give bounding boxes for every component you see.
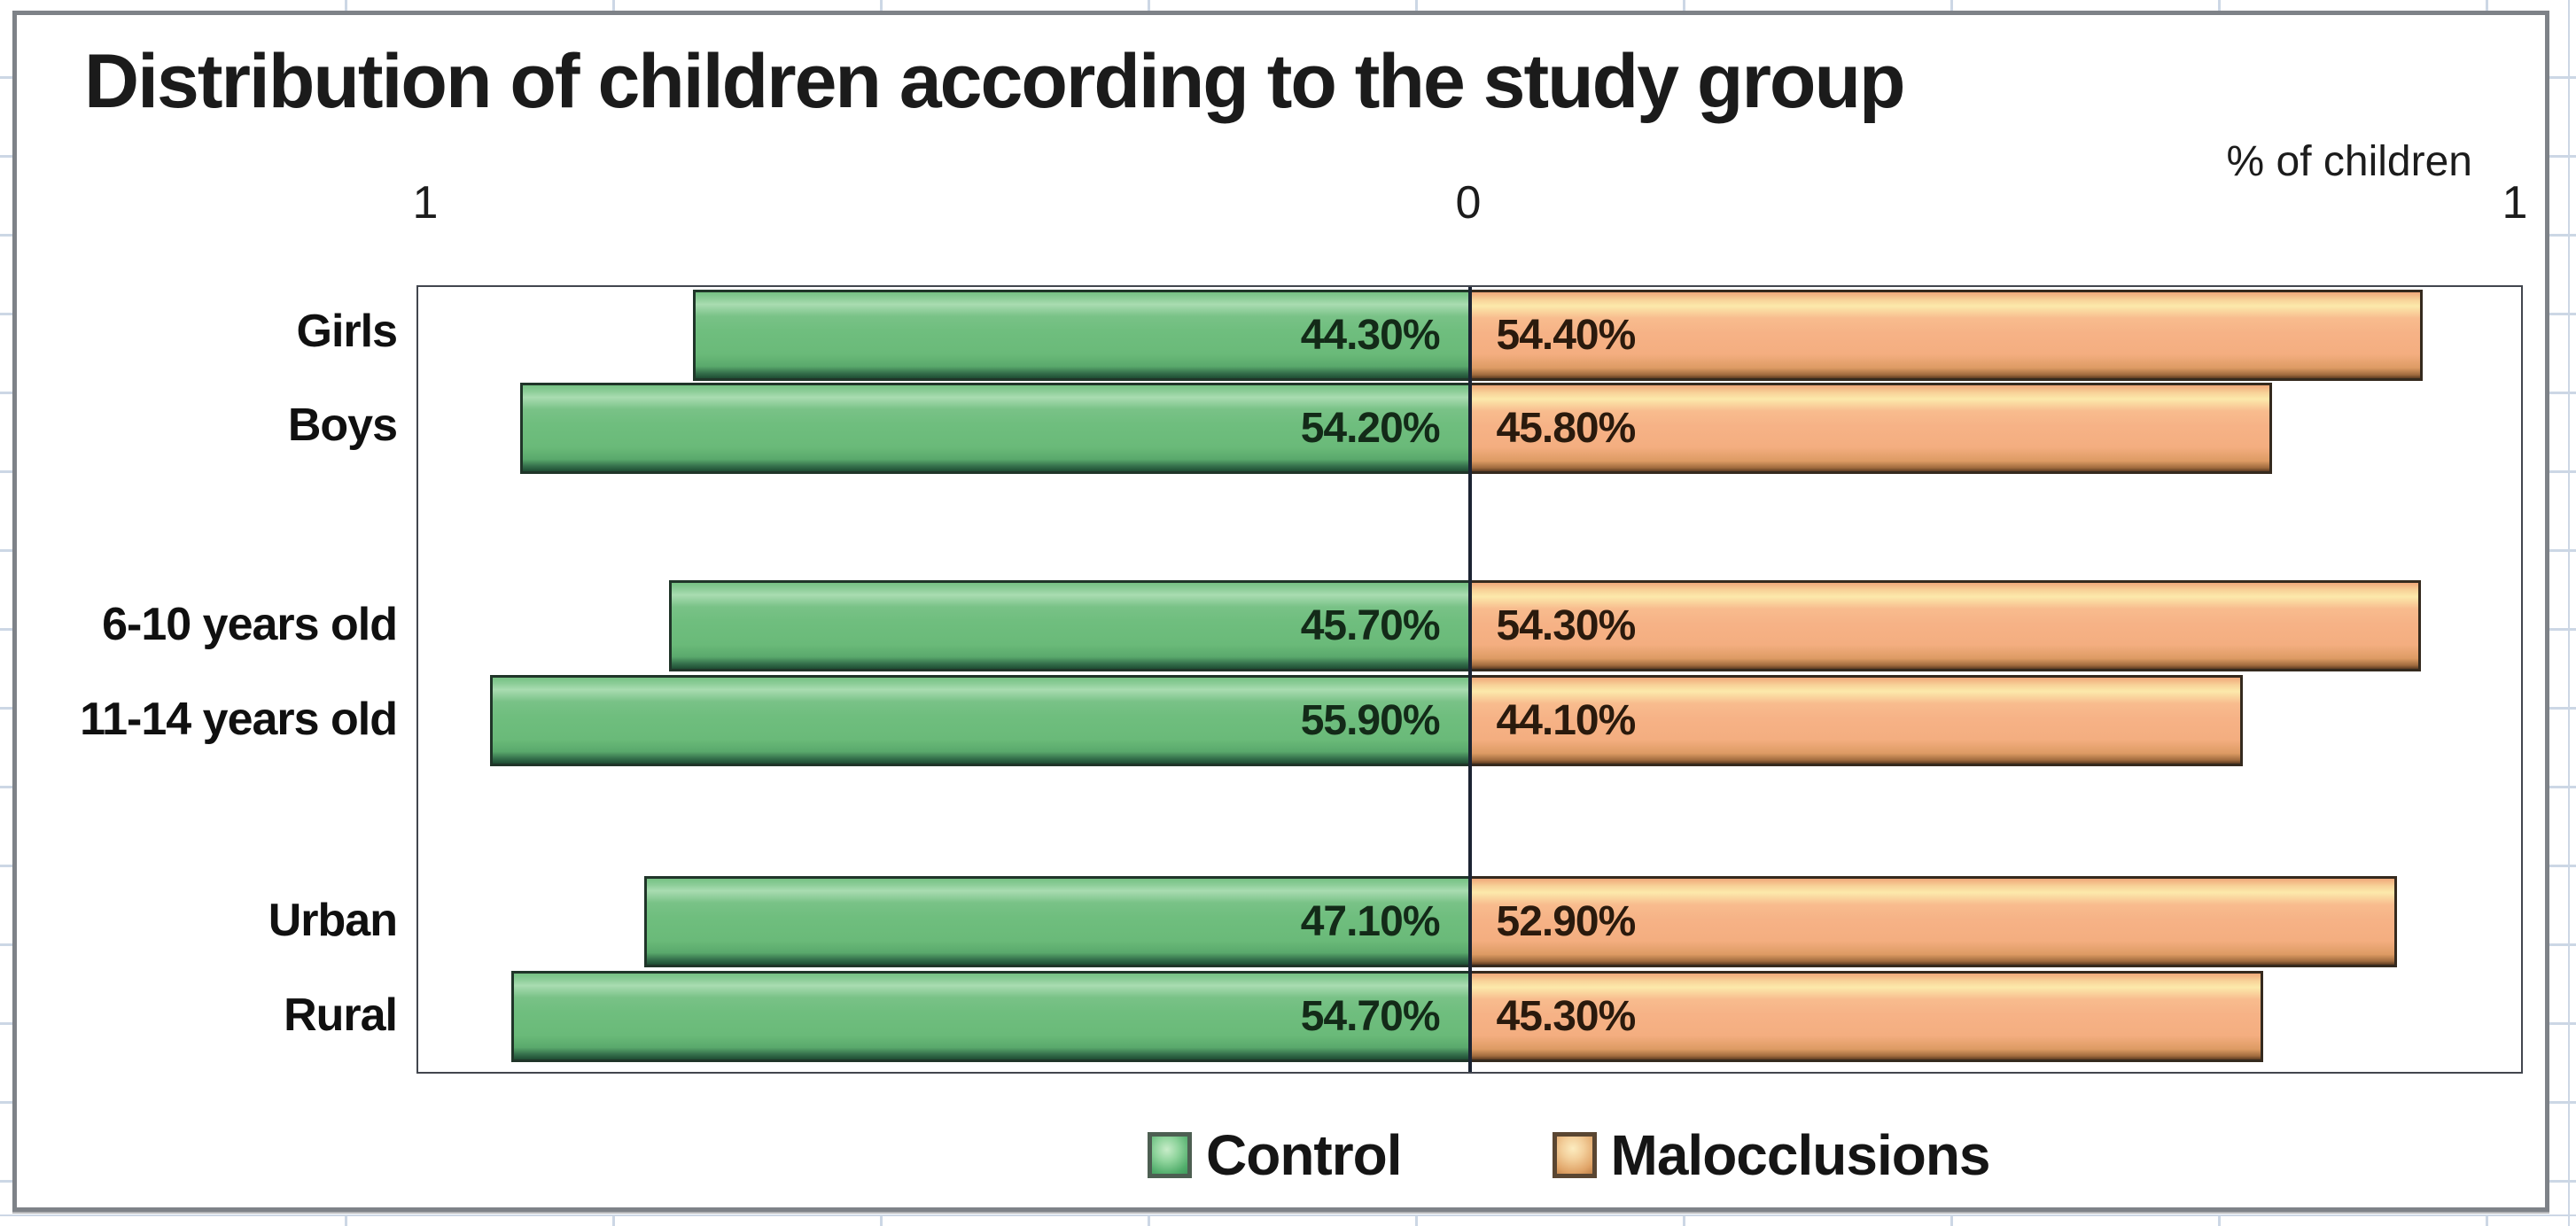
category-label: Urban [268,895,398,946]
legend-label: Control [1206,1123,1402,1187]
axis-tick-left: 1 [412,177,439,229]
category-label: Girls [296,306,399,357]
malocclusions-swatch-icon [1552,1132,1597,1178]
malocclusions-bar[interactable]: 52.90% [1469,876,2397,967]
plot-area: 54.70% 45.30% 47.10% 52.90% 55.90% 44.10% 45.7… [416,285,2523,1074]
control-value-label: 55.90% [1300,697,1441,744]
category-label: Boys [287,400,398,451]
category-label: Rural [284,989,398,1041]
control-value-label: 47.10% [1300,898,1441,945]
malocclusions-bar[interactable]: 44.10% [1469,675,2243,766]
axis-unit-label: % of children [2226,138,2472,185]
axis-tick-right: 1 [2502,177,2528,229]
malocclusions-bar[interactable]: 45.30% [1469,971,2264,1062]
bar-row: 54.20% 45.80% [418,383,2521,474]
bar-row: 44.30% 54.40% [418,290,2521,381]
control-bar[interactable]: 54.20% [519,383,1470,474]
axis-tick-center: 0 [1455,177,1482,229]
control-bar[interactable]: 44.30% [693,290,1470,381]
control-value-label: 45.70% [1300,602,1441,649]
malocclusions-value-label: 44.10% [1496,697,1637,744]
sheet-gridlines-top [0,0,2576,11]
control-value-label: 54.20% [1300,405,1441,452]
control-value-label: 44.30% [1300,312,1441,359]
control-bar[interactable]: 45.70% [668,580,1470,671]
legend: Control Malocclusions [1148,1122,1991,1188]
legend-label: Malocclusions [1610,1123,1991,1187]
bar-row: 47.10% 52.90% [418,876,2521,967]
sheet-gridlines-bottom [0,1214,2576,1226]
malocclusions-bar[interactable]: 54.30% [1469,580,2422,671]
bar-row: 54.70% 45.30% [418,971,2521,1062]
center-axis-line [1467,287,1472,1072]
chart-object[interactable]: Distribution of children according to th… [12,11,2549,1212]
bar-row: 45.70% 54.30% [418,580,2521,671]
legend-item-malocclusions[interactable]: Malocclusions [1552,1122,1991,1188]
malocclusions-bar[interactable]: 54.40% [1469,290,2424,381]
legend-item-control[interactable]: Control [1148,1122,1402,1188]
sheet-gridlines-left [0,0,12,1226]
category-label: 6-10 years old [102,599,398,650]
sheet-gridlines-right [2549,0,2576,1226]
malocclusions-value-label: 54.40% [1496,312,1637,359]
control-bar[interactable]: 47.10% [644,876,1470,967]
malocclusions-value-label: 52.90% [1496,898,1637,945]
bar-row: 55.90% 44.10% [418,675,2521,766]
control-bar[interactable]: 55.90% [490,675,1470,766]
control-bar[interactable]: 54.70% [510,971,1470,1062]
control-swatch-icon [1148,1132,1192,1178]
malocclusions-value-label: 54.30% [1496,602,1637,649]
malocclusions-value-label: 45.30% [1496,993,1637,1040]
malocclusions-value-label: 45.80% [1496,405,1637,452]
category-label: 11-14 years old [80,694,398,745]
chart-title: Distribution of children according to th… [84,39,1906,124]
control-value-label: 54.70% [1300,993,1441,1040]
malocclusions-bar[interactable]: 45.80% [1469,383,2273,474]
